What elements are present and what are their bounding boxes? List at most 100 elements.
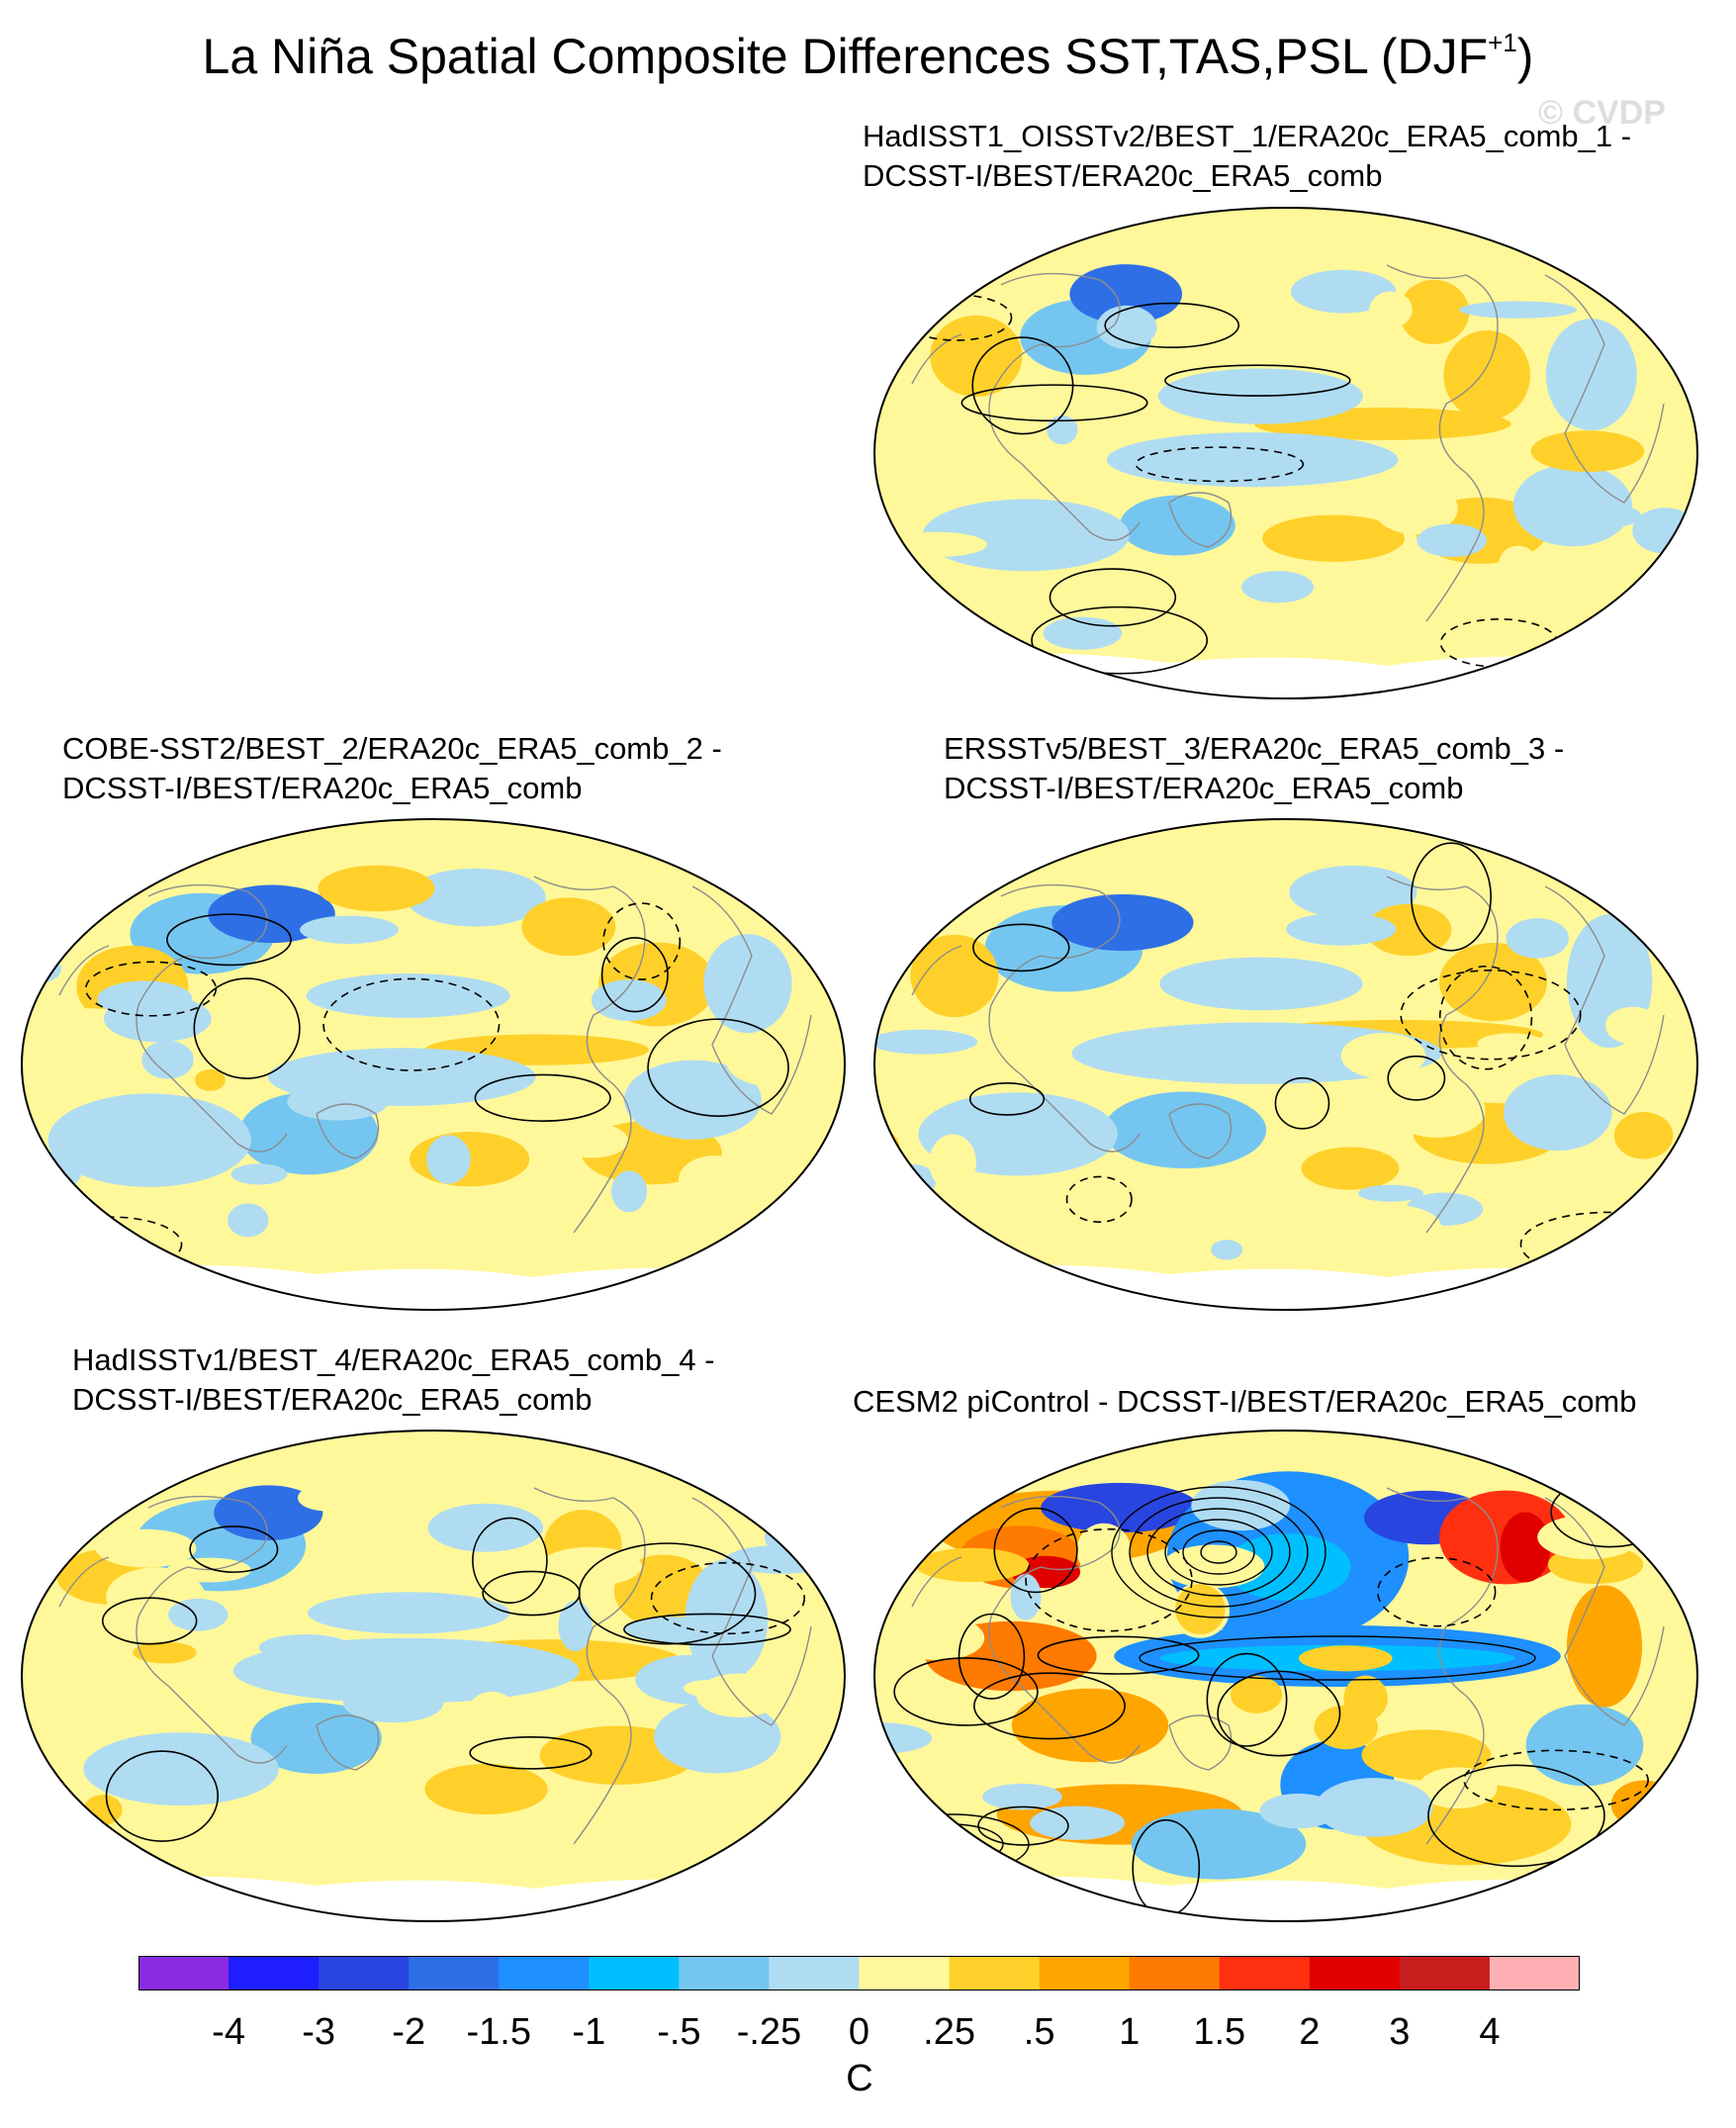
temperature-anomaly-patch [1289,865,1417,919]
colorbar-tick-label: .5 [1023,2011,1055,2053]
map-hadisstv1 [21,1430,846,1922]
coastline [58,945,110,996]
temperature-anomaly-patch [141,1040,194,1079]
colorbar-tick-label: 2 [1299,2011,1321,2053]
colorbar-swatch [409,1956,500,1990]
temperature-anomaly-patch [234,1820,282,1840]
cvdp-watermark: © CVDP [1538,94,1666,132]
colorbar-swatch [859,1956,951,1990]
psl-contour [893,1657,1039,1726]
psl-contour [1049,568,1177,627]
temperature-anomaly-patch [1459,301,1577,319]
temperature-anomaly-patch [1030,1805,1126,1840]
temperature-anomaly-patch [1504,1074,1612,1152]
temperature-anomaly-patch [1175,1584,1226,1635]
psl-contour [972,1672,1126,1740]
colorbar-tick-label: -3 [302,2011,336,2053]
psl-contour [482,1570,581,1617]
psl-contour [1463,1749,1649,1811]
temperature-anomaly-patch [1610,1780,1678,1829]
temperature-anomaly-patch [1500,1512,1551,1583]
temperature-anomaly-patch [318,865,435,912]
temperature-anomaly-patch [624,1617,725,1643]
psl-contour [189,1526,279,1573]
antarctica-land [22,1876,845,1921]
temperature-anomaly-patch [1566,1585,1643,1708]
colorbar-swatch [1219,1956,1311,1990]
temperature-anomaly-patch [1416,523,1488,557]
colorbar-swatch [1039,1956,1131,1990]
temperature-anomaly-patch [893,1616,941,1652]
temperature-anomaly-patch [878,569,912,587]
antarctica-land [22,1264,845,1310]
colorbar-swatch [1309,1956,1401,1990]
antarctica-land [874,1876,1697,1921]
temperature-anomaly-patch [1103,1091,1267,1169]
colorbar-swatch [679,1956,770,1990]
temperature-anomaly-patch [521,897,616,957]
colorbar-swatch [1489,1956,1580,1990]
title-superscript: +1 [1488,28,1517,57]
coastline [136,1495,268,1687]
temperature-anomaly-patch [95,1528,197,1568]
temperature-anomaly-patch [881,915,916,941]
temperature-anomaly-patch [133,1641,197,1664]
psl-contour [322,977,501,1071]
temperature-anomaly-patch [1225,1533,1351,1601]
psl-contour [1274,1076,1330,1130]
temperature-anomaly-patch [1056,532,1095,554]
coastline [533,876,646,1234]
coastline [911,1556,962,1608]
colorbar-swatch [1129,1956,1221,1990]
psl-contour [650,1561,805,1635]
colorbar-tick-label: -2 [392,2011,426,2053]
colorbar-swatch [228,1956,320,1990]
psl-contour [472,1517,548,1604]
coastline [316,1103,380,1159]
psl-contour [647,1018,789,1117]
colorbar-swatch [769,1956,860,1990]
psl-contour [623,1613,791,1646]
temperature-anomaly-patch [914,877,955,903]
map-hadisst1-oisstv2 [873,207,1698,699]
psl-contour [1427,1764,1605,1868]
temperature-anomaly-patch [874,593,939,645]
temperature-anomaly-patch [1010,1573,1042,1620]
temperature-anomaly-patch [1525,1704,1644,1787]
temperature-anomaly-patch [726,1040,822,1087]
panel-title-cesm2-picontrol: CESM2 piControl - DCSST-I/BEST/ERA20c_ER… [853,1382,1637,1422]
temperature-anomaly-patch [258,1633,352,1661]
temperature-anomaly-patch [1161,1544,1265,1589]
coastline [988,272,1121,464]
temperature-anomaly-patch [47,1185,148,1235]
colorbar-tick-label: 3 [1389,2011,1411,2053]
colorbar-swatch [589,1956,680,1990]
temperature-anomaly-patch [1599,561,1663,598]
temperature-anomaly-patch [889,863,931,909]
map-border [873,1430,1698,1922]
colorbar-tick-label: 4 [1479,2011,1501,2053]
temperature-anomaly-patch [1506,918,1570,959]
temperature-anomaly-patch [103,994,212,1043]
psl-contour [968,1082,1046,1116]
map-border [21,818,846,1311]
temperature-anomaly-patch [1210,1240,1243,1260]
coastline [1168,1714,1233,1771]
panel-title-line1: COBE-SST2/BEST_2/ERA20c_ERA5_comb_2 - [62,731,722,766]
colorbar-tick-label: -1 [572,2011,606,2053]
temperature-anomaly-patch [930,315,1023,398]
temperature-anomaly-patch [623,1060,762,1140]
panel-title-line2: DCSST-I/BEST/ERA20c_ERA5_comb [863,158,1383,193]
psl-contour-aleutian [1129,1497,1309,1608]
temperature-anomaly-patch [424,1763,548,1815]
panel-title-hadisstv1: HadISSTv1/BEST_4/ERA20c_ERA5_comb_4 - DC… [72,1341,715,1420]
colorbar-tick-label: .25 [923,2011,975,2053]
temperature-anomaly-patch [1217,1168,1306,1224]
psl-contour [1139,1635,1536,1681]
temperature-anomaly-patch [1299,1645,1393,1672]
temperature-anomaly-patch [308,1592,510,1634]
temperature-anomaly-patch [83,1732,279,1806]
temperature-anomaly-patch [1076,1523,1132,1578]
temperature-anomaly-patch [685,1559,769,1681]
temperature-anomaly-patch [1530,430,1645,473]
